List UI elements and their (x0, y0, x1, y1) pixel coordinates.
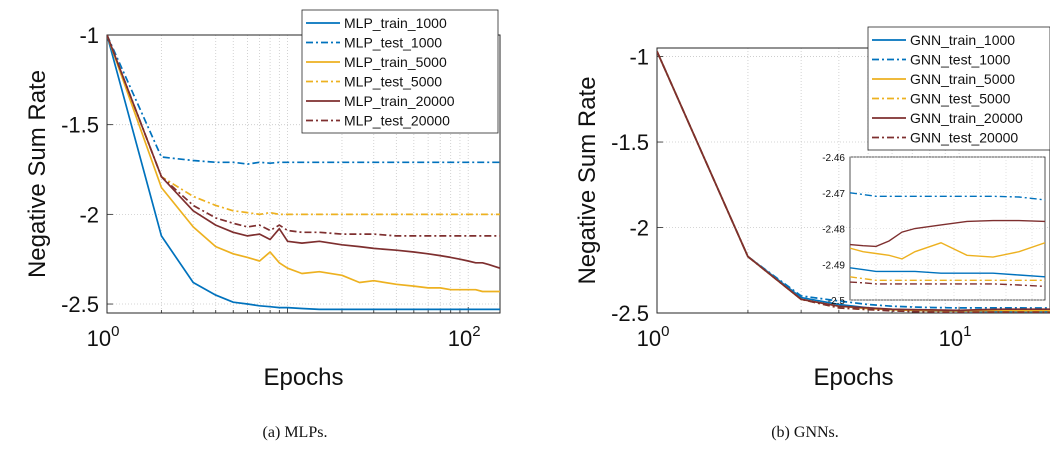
inset-series-line-GNN_train_20000 (850, 219, 1045, 248)
y-tick-label: -1.5 (61, 113, 99, 138)
inset-series-group (850, 192, 1045, 288)
legend-label: MLP_test_1000 (344, 35, 442, 51)
caption-a: (a) MLPs. (262, 424, 328, 441)
legend: MLP_train_1000 MLP_test_1000 MLP_train_500… (301, 9, 499, 134)
legend-box (301, 9, 499, 134)
series-line-MLP_test_1000 (107, 35, 500, 165)
inset-series-line-GNN_test_5000 (850, 276, 1045, 281)
y-tick-label: -2 (629, 216, 649, 241)
caption-b: (b) GNNs. (771, 424, 839, 441)
legend-label: MLP_test_20000 (344, 113, 450, 129)
inset-y-tick-label: -2.48 (822, 225, 845, 236)
inset-y-tick-label: -2.49 (822, 260, 845, 271)
series-group (657, 51, 1050, 313)
series-line-MLP_train_5000 (107, 35, 500, 293)
legend-label: MLP_train_20000 (344, 93, 455, 109)
axes-box (656, 47, 1050, 314)
legend-label: GNN_test_5000 (910, 91, 1011, 107)
x-tick-label: 102 (448, 323, 481, 351)
y-tick-label: -1 (629, 45, 649, 70)
inset-series-line-GNN_test_20000 (850, 281, 1045, 288)
legend-label: MLP_train_5000 (344, 54, 447, 70)
inset-y-tick-label: -2.5 (828, 296, 846, 307)
y-tick-label: -2 (79, 202, 99, 227)
series-line-GNN_test_1000 (657, 51, 1050, 309)
y-tick-label: -1.5 (611, 130, 649, 155)
x-tick-label: 100 (637, 323, 670, 351)
inset-y-tick-label: -2.46 (822, 153, 845, 164)
legend-label: GNN_test_1000 (910, 52, 1011, 68)
series-line-MLP_train_1000 (107, 35, 500, 311)
legend-label: GNN_train_5000 (910, 71, 1015, 87)
y-axis-label: Negative Sum Rate (574, 76, 601, 284)
x-axis-label: Epochs (813, 364, 893, 391)
legend-box (867, 26, 1050, 151)
y-tick-label: -2.5 (611, 301, 649, 326)
x-tick-label: 100 (87, 323, 120, 351)
legend-label: GNN_train_20000 (910, 110, 1023, 126)
inset-series-line-GNN_train_1000 (850, 267, 1045, 278)
x-axis-label: Epochs (263, 364, 343, 391)
series-line-MLP_train_20000 (107, 35, 500, 270)
legend-label: MLP_train_1000 (344, 15, 447, 31)
series-line-GNN_test_20000 (657, 51, 1050, 313)
x-tick-label: 101 (939, 323, 972, 351)
legend: GNN_train_1000 GNN_test_1000 GNN_train_500… (867, 26, 1050, 151)
legend-label: GNN_train_1000 (910, 32, 1015, 48)
series-line-MLP_test_20000 (107, 35, 500, 237)
legend-label: GNN_test_20000 (910, 130, 1018, 146)
inset: -2.46 -2.47 -2.48 -2.49 -2.5 (822, 153, 1046, 307)
chart-0: -1 -1.5 -2 -2.5 100 102 Epochs Negative Sum Rat… (24, 9, 501, 391)
legend-label: MLP_test_5000 (344, 74, 442, 90)
inset-series-line-GNN_test_1000 (850, 192, 1045, 201)
inset-series-line-GNN_train_5000 (850, 242, 1045, 260)
y-tick-label: -1 (79, 23, 99, 48)
y-axis-label: Negative Sum Rate (24, 70, 51, 278)
series-group (107, 35, 500, 311)
series-line-MLP_test_5000 (107, 35, 500, 216)
inset-y-tick-label: -2.47 (822, 189, 845, 200)
y-tick-label: -2.5 (61, 292, 99, 317)
